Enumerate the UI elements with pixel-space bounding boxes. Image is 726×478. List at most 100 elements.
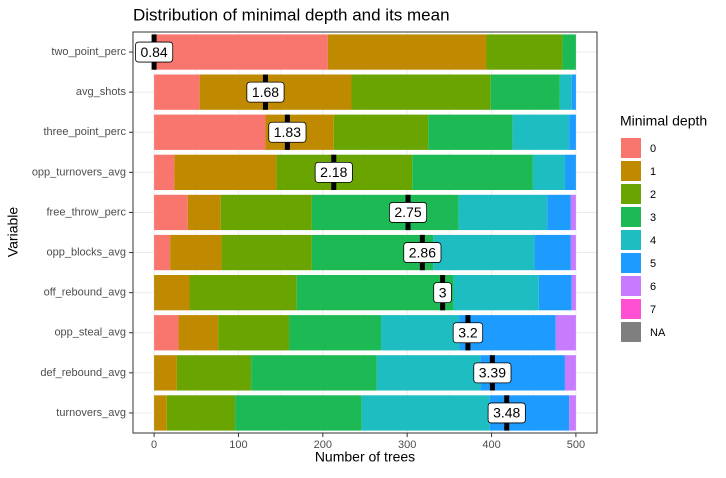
legend-label: 2 [650,189,656,201]
legend-label: 3 [650,212,656,224]
bar-segment [564,355,576,391]
legend-key [621,207,641,227]
bar-segment [381,315,460,351]
bar-segment [189,275,297,311]
x-tick-label: 400 [482,439,500,451]
bar-segment [289,315,382,351]
legend-key [621,230,641,250]
y-tick-label: opp_turnovers_avg [32,166,126,178]
mean-label: 2.75 [394,204,421,220]
bar-segment [176,355,252,391]
legend-label: 1 [650,166,656,178]
legend-key [621,299,641,319]
mean-label: 1.83 [274,124,301,140]
bar-segment [166,395,236,431]
x-axis-title: Number of trees [315,449,415,465]
bar-segment [154,315,179,351]
bar-segment [570,194,576,231]
bar-segment [534,234,571,271]
y-tick-label: free_throw_perc [47,206,127,218]
legend-key [621,322,641,342]
bar-segment [187,194,221,231]
bar-segment [154,74,200,110]
bar-segment [547,194,571,231]
legend-label: 0 [650,143,656,155]
bar-segment [154,275,190,311]
legend-label: 5 [650,258,656,270]
plot-border [132,31,598,434]
y-tick-label: avg_shots [76,86,127,98]
bar-segment [170,234,222,271]
bar-segment [571,275,576,311]
x-tick-label: 100 [229,439,247,451]
mean-label: 3.2 [458,324,478,340]
bar-segment [570,234,576,271]
mean-label: 1.68 [252,84,279,100]
mean-label: 3.48 [493,405,520,421]
bar-segment [154,34,328,70]
legend-key [621,276,641,296]
bar-segment [178,315,219,351]
mean-label-box [473,362,512,384]
bar-segment [154,154,175,190]
bar-segment [154,395,167,431]
mean-label: 3 [439,284,447,300]
x-tick-label: 500 [567,439,585,451]
chart-title: Distribution of minimal depth and its me… [133,5,450,24]
mean-label: 2.86 [409,244,436,260]
mean-label: 2.18 [320,164,347,180]
bar-segment [154,194,188,231]
bar-segment [333,114,429,150]
legend-label: 7 [650,304,656,316]
y-tick-label: opp_blocks_avg [46,246,126,258]
y-axis-title: Variable [5,207,21,258]
mean-label-box [135,41,174,63]
bar-segment [562,34,576,70]
legend-key [621,253,641,273]
bar-segment [538,275,572,311]
mean-label-box [268,121,307,143]
mean-label-box [246,81,285,103]
bar-segment [458,194,548,231]
mean-label-box [452,322,484,344]
mean-label-box [403,242,442,263]
mean-label: 0.84 [140,44,167,60]
mean-label-box [314,161,353,183]
y-tick-label: two_point_perc [51,46,126,58]
bar-segment [555,315,576,351]
bar-segment [412,154,533,190]
mean-label-box [487,402,526,424]
y-tick-label: opp_steal_avg [54,327,126,339]
mean-label: 3.39 [479,365,506,381]
bar-segment [351,74,491,110]
bar-segment [296,275,454,311]
bar-segment [361,395,490,431]
legend-key [621,161,641,181]
bar-segment [311,194,459,231]
bar-segment [221,234,312,271]
bar-segment [512,114,570,150]
legend-title: Minimal depth [620,113,707,129]
bar-segment [154,234,171,271]
bar-segment [569,395,576,431]
bar-segment [428,114,513,150]
y-tick-label: three_point_perc [43,126,126,138]
x-tick-label: 200 [314,439,332,451]
bar-segment [453,275,539,311]
bar-segment [154,355,177,391]
bar-segment [327,34,487,70]
legend-label: 4 [650,235,656,247]
mean-label-box [389,202,428,223]
bar-segment [532,154,565,190]
bar-segment [559,74,572,110]
x-tick-label: 300 [398,439,416,451]
bar-segment [486,34,563,70]
legend-label: 6 [650,281,656,293]
bar-segment [376,355,481,391]
bar-segment [571,74,576,110]
bar-segment [569,114,576,150]
legend-key [621,138,641,158]
mean-label-box [433,282,452,304]
bar-segment [433,234,535,271]
bar-segment [218,315,290,351]
